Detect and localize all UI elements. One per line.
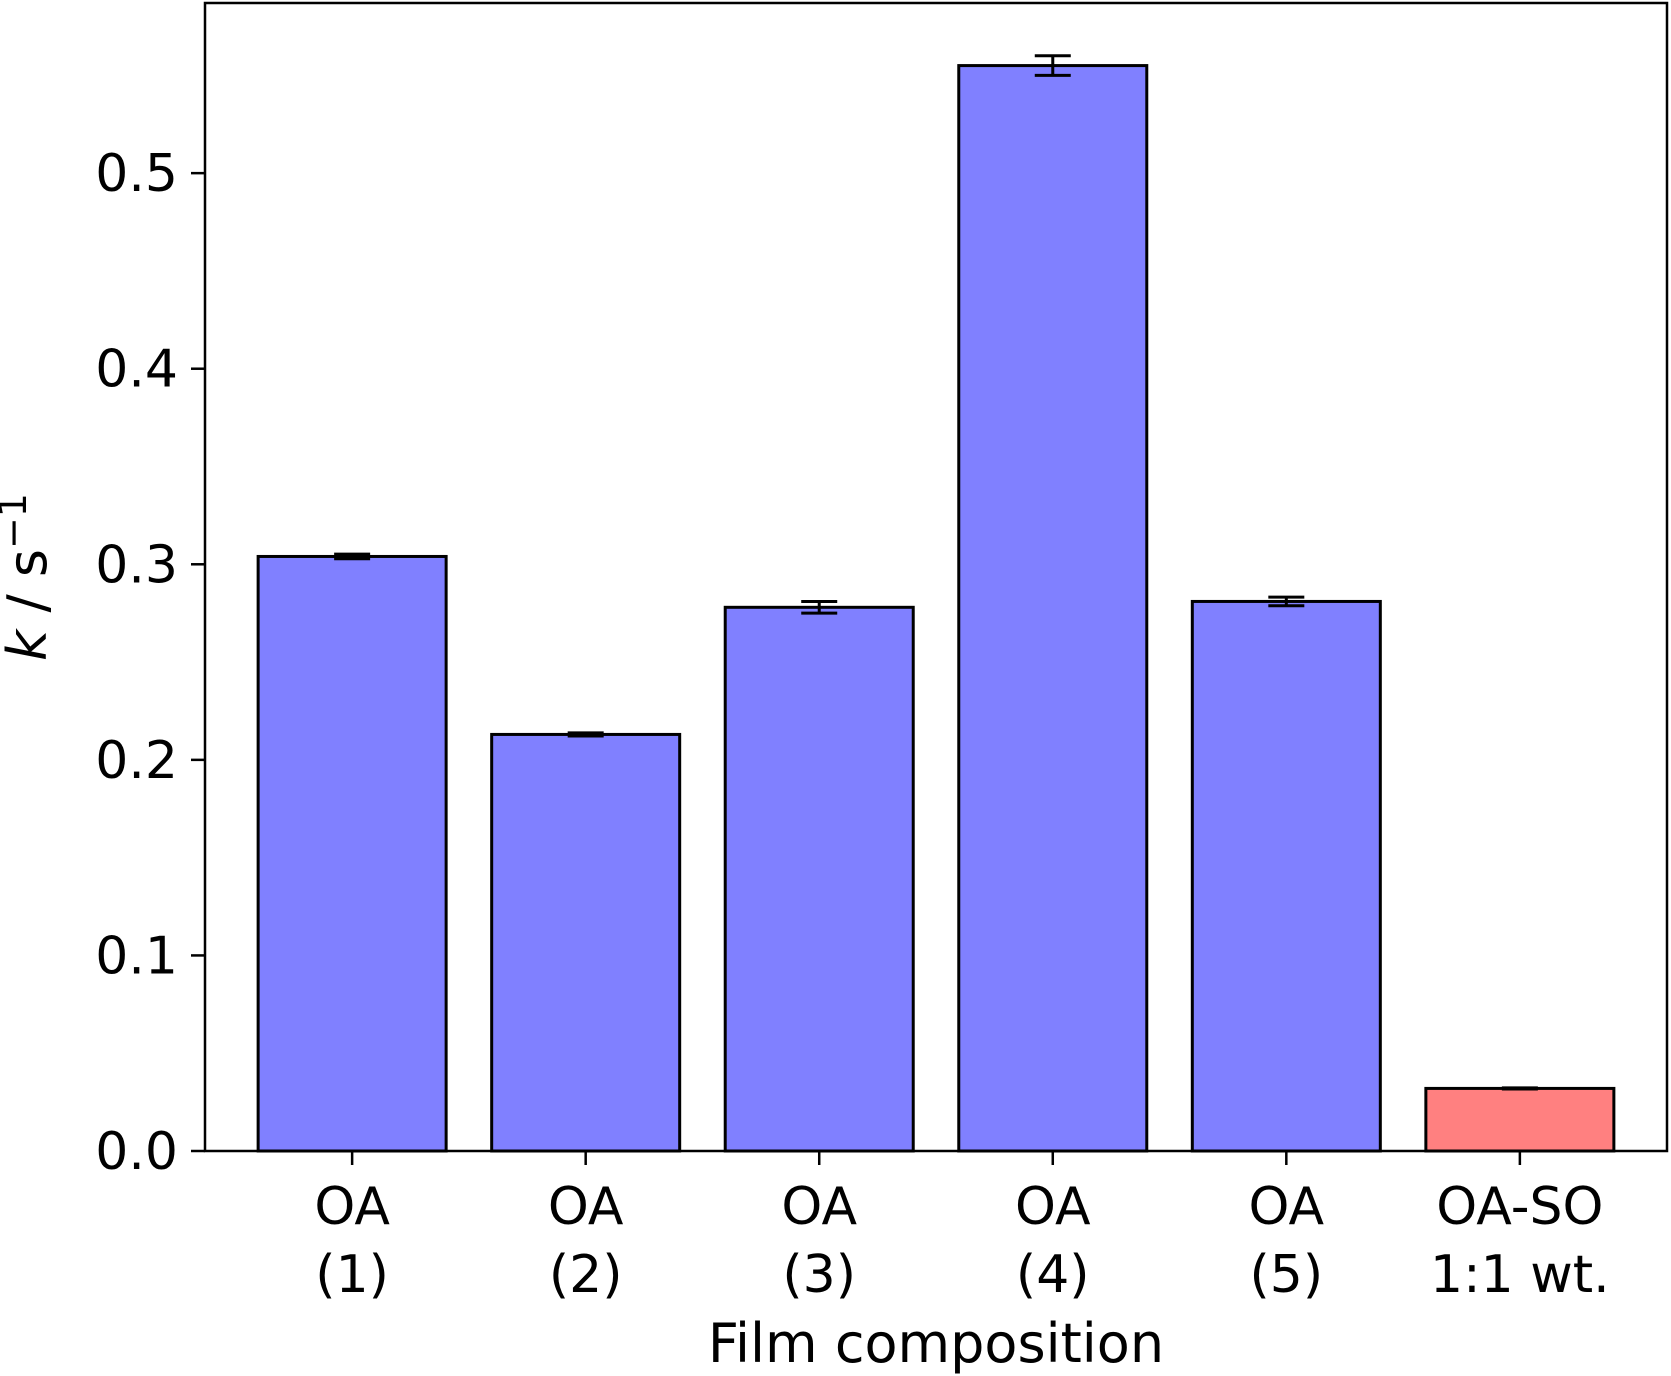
x-tick-label-line: (3): [782, 1245, 856, 1305]
y-tick-label: 0.4: [95, 340, 178, 400]
x-tick-label: OA (4): [1015, 1177, 1091, 1305]
x-tick-label-line: OA: [1015, 1177, 1091, 1237]
error-bar-6: [1501, 1086, 1538, 1091]
y-tick-label: 0.5: [95, 144, 178, 204]
plot-frame: [203, 1, 1669, 1153]
y-axis-label-exponent: −1: [0, 493, 35, 549]
x-tick-label-line: OA: [548, 1177, 624, 1237]
x-tick-label-line: OA-SO: [1436, 1177, 1603, 1237]
x-tick-label: OA (3): [781, 1177, 857, 1305]
x-tick-label-line: OA: [781, 1177, 857, 1237]
y-axis-label: k / s−1: [0, 493, 59, 661]
y-axis: 0.0 0.1 0.2 0.3 0.4 0.5: [95, 144, 205, 1182]
bar-4: [957, 64, 1149, 1153]
x-tick-label-line: 1:1 wt.: [1430, 1245, 1610, 1305]
x-tick-label: OA (2): [548, 1177, 624, 1305]
x-tick-label: OA (5): [1249, 1177, 1325, 1305]
x-tick-label-line: (2): [549, 1245, 623, 1305]
bar-1: [256, 554, 448, 1153]
x-axis: OA (1) OA (2) OA (3) OA (4) OA (5) OA-SO 1:1 wt.: [314, 1151, 1610, 1305]
error-bar-4: [1034, 54, 1071, 77]
bar-3: [723, 605, 915, 1153]
y-tick-label: 0.1: [95, 926, 178, 986]
error-bar-5: [1268, 595, 1305, 608]
bars-layer: [256, 64, 1616, 1153]
error-bar-3: [801, 599, 838, 615]
error-bars-layer: [334, 54, 1538, 1091]
x-tick-label-line: (1): [315, 1245, 389, 1305]
bar-2: [490, 732, 682, 1153]
x-tick-label-line: (5): [1249, 1245, 1323, 1305]
x-tick-label: OA (1): [314, 1177, 390, 1305]
x-tick-label-line: (4): [1016, 1245, 1090, 1305]
y-tick-label: 0.2: [95, 731, 178, 791]
error-bar-2: [567, 731, 604, 738]
y-tick-label: 0.0: [95, 1122, 178, 1182]
y-axis-label-unit: / s: [0, 549, 59, 630]
y-tick-label: 0.3: [95, 535, 178, 595]
x-tick-label-line: OA: [314, 1177, 390, 1237]
x-tick-label: OA-SO 1:1 wt.: [1430, 1177, 1610, 1305]
bar-6: [1424, 1086, 1616, 1153]
bar-5: [1190, 599, 1382, 1153]
x-tick-label-line: OA: [1249, 1177, 1325, 1237]
y-axis-label-symbol: k: [0, 627, 59, 661]
x-axis-label: Film composition: [708, 1312, 1164, 1375]
error-bar-1: [334, 552, 371, 561]
